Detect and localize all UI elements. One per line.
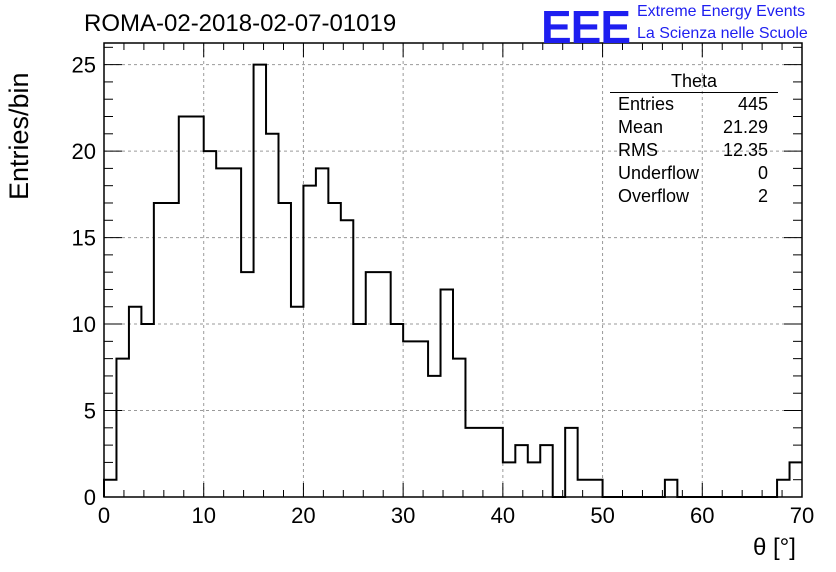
logo-line-2: La Scienza nelle Scuole — [637, 25, 808, 42]
x-tick-label: 50 — [590, 503, 614, 528]
histogram-bin — [279, 203, 291, 497]
histogram-bin — [254, 65, 266, 497]
stat-label: Mean — [618, 117, 664, 137]
y-tick-label: 10 — [72, 312, 96, 337]
histogram-bin — [665, 480, 677, 497]
histogram-bin — [416, 341, 428, 497]
stats-box: Theta Entries 445 Mean 21.29 RMS 12.35 Underfl… — [610, 70, 778, 208]
histogram-bin — [229, 168, 241, 497]
histogram-bin — [116, 359, 128, 497]
histogram-bin — [777, 480, 789, 497]
histogram-bin — [478, 428, 490, 497]
histogram-bin — [515, 445, 527, 497]
histogram-bin — [366, 272, 378, 497]
histogram-bin — [528, 462, 540, 497]
x-tick-label: 30 — [391, 503, 415, 528]
y-tick-label: 5 — [84, 399, 96, 424]
stat-label: Underflow — [618, 163, 700, 183]
logo-line-1: Extreme Energy Events — [637, 3, 806, 20]
stat-label: Overflow — [618, 186, 690, 206]
y-tick-label: 25 — [72, 53, 96, 78]
histogram-bin — [378, 272, 390, 497]
histogram-bin — [303, 186, 315, 497]
x-tick-label: 60 — [690, 503, 714, 528]
stat-row: Mean 21.29 — [610, 116, 778, 139]
y-tick-label: 20 — [72, 139, 96, 164]
histogram-bin — [540, 445, 552, 497]
y-axis-label: Entries/bin — [4, 72, 34, 200]
x-axis-label: θ [°] — [753, 534, 796, 561]
x-tick-label: 40 — [491, 503, 515, 528]
histogram-bin — [590, 480, 602, 497]
histogram-bin — [578, 480, 590, 497]
histogram-bin — [428, 376, 440, 497]
x-tick-label: 20 — [291, 503, 315, 528]
stat-value: 21.29 — [722, 117, 768, 137]
plot-frame — [103, 42, 803, 498]
y-tick-label: 0 — [84, 485, 96, 510]
stat-value: 445 — [737, 94, 768, 114]
stat-value: 0 — [757, 163, 768, 183]
histogram-bin — [316, 168, 328, 497]
histogram-bin — [328, 203, 340, 497]
x-tick-label: 0 — [98, 503, 110, 528]
histogram-bin — [565, 428, 577, 497]
histogram-bin — [241, 272, 253, 497]
histogram-bin — [154, 203, 166, 497]
histogram-bin — [104, 480, 116, 497]
histogram-bin — [503, 462, 515, 497]
histogram-bin — [465, 428, 477, 497]
stat-row: Overflow 2 — [610, 185, 778, 208]
histogram-bin — [266, 134, 278, 497]
eee-logo: EEE — [541, 1, 631, 53]
histogram-bin — [403, 341, 415, 497]
x-tick-label: 10 — [191, 503, 215, 528]
histogram-bin — [291, 307, 303, 497]
stat-label: Entries — [618, 94, 675, 114]
y-tick-label: 15 — [72, 226, 96, 251]
stat-row: Entries 445 — [610, 93, 778, 116]
histogram-bin — [179, 117, 191, 497]
histogram-bin — [490, 428, 502, 497]
histogram-bin — [129, 307, 141, 497]
histogram-bin — [341, 220, 353, 497]
x-tick-label: 70 — [790, 503, 814, 528]
stat-value: 12.35 — [722, 140, 768, 160]
stat-label: RMS — [618, 140, 658, 160]
stats-rows: Entries 445 Mean 21.29 RMS 12.35 Underflow 0 Ove… — [610, 93, 778, 208]
stat-row: RMS 12.35 — [610, 139, 778, 162]
histogram-bin — [166, 203, 178, 497]
stat-row: Underflow 0 — [610, 162, 778, 185]
histogram-bin — [191, 117, 203, 497]
chart-title: ROMA-02-2018-02-07-01019 — [84, 10, 397, 37]
histogram-bin — [441, 289, 453, 497]
histogram-bin — [216, 168, 228, 497]
stat-value: 2 — [757, 186, 768, 206]
stats-title: Theta — [610, 70, 778, 93]
histogram-bin — [453, 359, 465, 497]
